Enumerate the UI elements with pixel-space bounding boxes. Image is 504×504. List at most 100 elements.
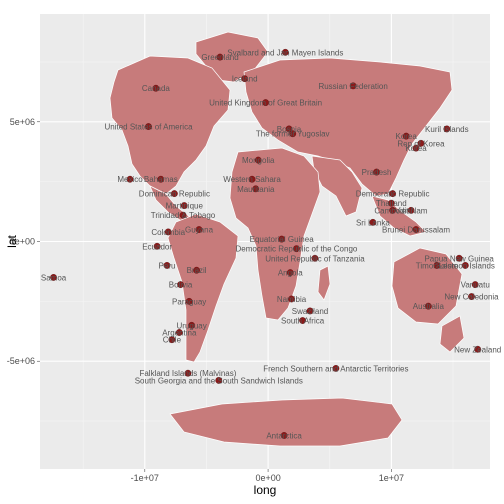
country-label: Uruguay [177,321,207,330]
country-point [248,175,256,183]
country-label: United States of America [104,123,193,132]
country-label: Solomon Islands [436,261,495,270]
country-label: United Republic of Tanzania [265,254,365,263]
country-point [369,218,377,226]
country-label: Mongolia [242,156,275,165]
country-point [262,99,270,107]
country-point [164,228,172,236]
country-point [170,190,178,198]
country-label: Greenland [201,53,238,62]
country-point [412,226,420,233]
country-point [163,262,171,269]
country-label: Guyana [185,226,214,235]
country-point [152,84,160,92]
country-label: Vanuatu [461,281,490,290]
country-label: Namibia [277,295,307,304]
country-point [471,281,479,289]
country-point [299,317,307,324]
country-point [387,199,395,207]
country-point [461,262,469,269]
country-point [241,75,249,83]
country-point [168,336,176,344]
country-point [286,269,294,277]
country-point [285,125,293,133]
country-point [145,123,152,130]
country-point [288,295,295,303]
country-point [281,48,289,56]
country-label: Viet Nam [395,206,428,215]
country-label: New Caledonia [444,293,499,302]
axes: -1e+07 0e+00 1e+07 5e+06 0e+00 -5e+06 long lat [5,117,404,497]
country-label: Mexico [117,175,143,184]
country-point [184,369,192,377]
country-label: Swaziland [292,307,328,316]
country-point [126,175,134,183]
country-label: Papua New Guinea [424,254,494,263]
country-points [50,48,482,439]
country-label: Timor-Leste [416,261,459,270]
y-tick-label: 5e+06 [10,117,35,127]
country-point [278,235,286,243]
country-label: Bosnia [277,125,302,134]
country-label: New Zealand [454,345,501,354]
country-label: Cambodia [374,206,411,215]
country-label: Bahamas [144,175,178,184]
country-label: Korea [405,144,427,153]
country-label: United Kingdom of Great Britain [209,99,322,108]
land-south-america [167,213,239,363]
land-madagascar [317,265,331,301]
country-point [474,345,482,353]
y-axis-title: lat [5,235,19,248]
country-label: Dominican Republic [139,190,210,199]
country-point [332,365,340,372]
country-point [153,242,161,250]
country-point [389,206,397,214]
country-point [193,266,200,274]
country-point [50,274,57,281]
country-point [433,262,441,269]
country-label: Antarctica [266,431,302,440]
country-label: Colombia [151,228,185,237]
country-label: Falkland Islands (Malvinas) [139,369,236,378]
country-label: Trinidad & Tobago [151,211,216,220]
country-point [412,144,420,152]
country-point [455,254,463,262]
country-label: Brunei Darussalam [382,226,450,235]
country-point [373,168,380,176]
country-point [177,281,184,289]
country-label: Argentina [162,329,197,338]
land-eurasia [243,57,453,197]
country-label: Bolivia [169,281,193,290]
country-label: Chile [163,336,182,345]
country-point [443,125,451,133]
country-label: Rep of Korea [397,139,445,148]
country-label: Mauritania [237,185,275,194]
country-label: Democratic Republic of the Congo [236,245,358,254]
country-point [407,206,415,214]
country-label: Sri Lanka [356,218,390,227]
land-north-america [109,55,231,195]
country-label: Brazil [187,266,207,275]
land-new-zealand [439,315,465,353]
y-tick-label: 0e+00 [10,237,35,247]
country-label: South Georgia and the South Sandwich Isl… [135,376,303,385]
country-point [311,254,319,262]
country-label: South Africa [281,317,325,326]
land-africa [229,147,321,321]
country-point [402,132,410,140]
country-label: The former Yugoslav [256,130,330,139]
country-point [195,226,203,233]
country-label: Martinique [166,202,204,211]
x-tick-label: -1e+07 [131,473,159,483]
country-point [157,175,165,183]
country-label: Korea [395,132,417,141]
country-label: Democratic Republic [356,190,430,199]
x-tick-label: 0e+00 [255,473,280,483]
country-point [175,329,183,336]
country-label: Angola [278,269,303,278]
country-point [289,130,297,138]
y-tick-label: -5e+06 [7,356,35,366]
country-label: Pradesh [362,168,392,177]
